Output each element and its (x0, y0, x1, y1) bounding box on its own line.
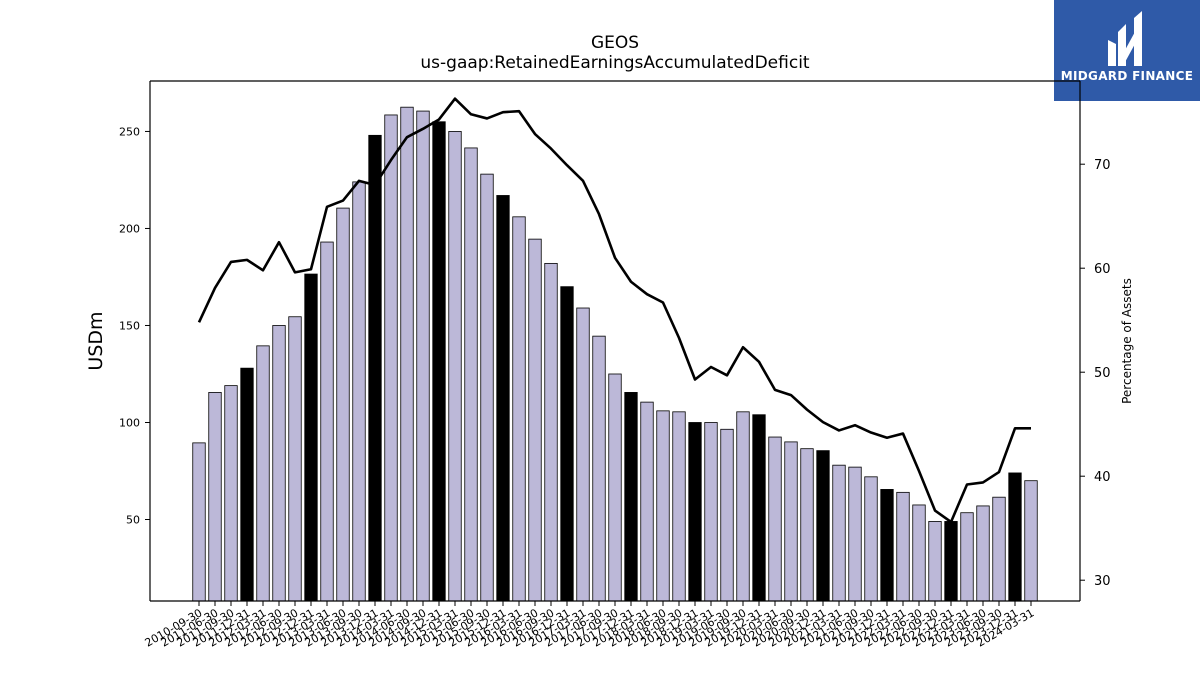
bar (704, 422, 718, 602)
bar (736, 411, 750, 602)
bar (256, 345, 270, 602)
bar (560, 286, 574, 602)
bar (592, 335, 606, 602)
bar (768, 436, 782, 602)
y2-tick-label: 70 (1094, 158, 1111, 173)
bar (352, 181, 366, 602)
y-tick-label: 100 (119, 416, 140, 429)
bar (880, 489, 894, 602)
bar (832, 464, 846, 602)
bar (944, 521, 958, 602)
bar (928, 521, 942, 602)
bar (224, 385, 238, 602)
y2-axis-label: Percentage of Assets (1120, 278, 1134, 404)
bar (496, 195, 510, 602)
bar (304, 273, 318, 602)
bar (1008, 472, 1022, 602)
bar (1024, 480, 1038, 602)
bar (800, 448, 814, 602)
bar (976, 505, 990, 602)
bar (608, 373, 622, 602)
bar (528, 238, 542, 602)
bar (992, 496, 1006, 602)
bar (784, 441, 798, 602)
bar (288, 316, 302, 602)
y-tick-label: 150 (119, 319, 140, 332)
y-tick-label: 50 (126, 514, 140, 527)
bar (576, 307, 590, 602)
percentage-line (197, 97, 1031, 524)
logo-mark-icon (1108, 11, 1142, 66)
bar (432, 121, 446, 602)
bar (656, 410, 670, 602)
bar (864, 476, 878, 602)
y2-tick-label: 40 (1094, 470, 1111, 485)
chart-subtitle: us-gaap:RetainedEarningsAccumulatedDefic… (420, 53, 810, 73)
bar (640, 401, 654, 602)
bar (816, 450, 830, 602)
y2-tick-label: 60 (1094, 262, 1111, 277)
bar (272, 325, 286, 602)
bar (512, 216, 526, 602)
bar (208, 392, 222, 602)
y-tick-label: 250 (119, 125, 140, 138)
bar (912, 504, 926, 602)
chart-title: GEOS (590, 33, 640, 53)
logo-text: MIDGARD FINANCE (1060, 69, 1194, 83)
bar (400, 106, 414, 602)
bar (192, 442, 206, 602)
bar (624, 392, 638, 602)
bar (336, 207, 350, 602)
bar (368, 134, 382, 602)
bar (896, 491, 910, 602)
y-tick-label: 200 (119, 222, 140, 235)
bar (672, 411, 686, 602)
bar (480, 173, 494, 602)
bar (384, 114, 398, 602)
y-axis-label: USDm (85, 311, 107, 370)
bar (240, 367, 254, 602)
bar (720, 428, 734, 602)
bar (464, 147, 478, 602)
y2-tick-label: 30 (1094, 574, 1111, 589)
bar (848, 466, 862, 602)
bar (688, 422, 702, 602)
bar (416, 110, 430, 602)
bar (544, 262, 558, 602)
bar (320, 241, 334, 602)
bar (960, 512, 974, 602)
bar (448, 131, 462, 602)
brand-logo: MIDGARD FINANCE (1054, 0, 1200, 101)
bar (752, 414, 766, 602)
y2-tick-label: 50 (1094, 366, 1111, 381)
